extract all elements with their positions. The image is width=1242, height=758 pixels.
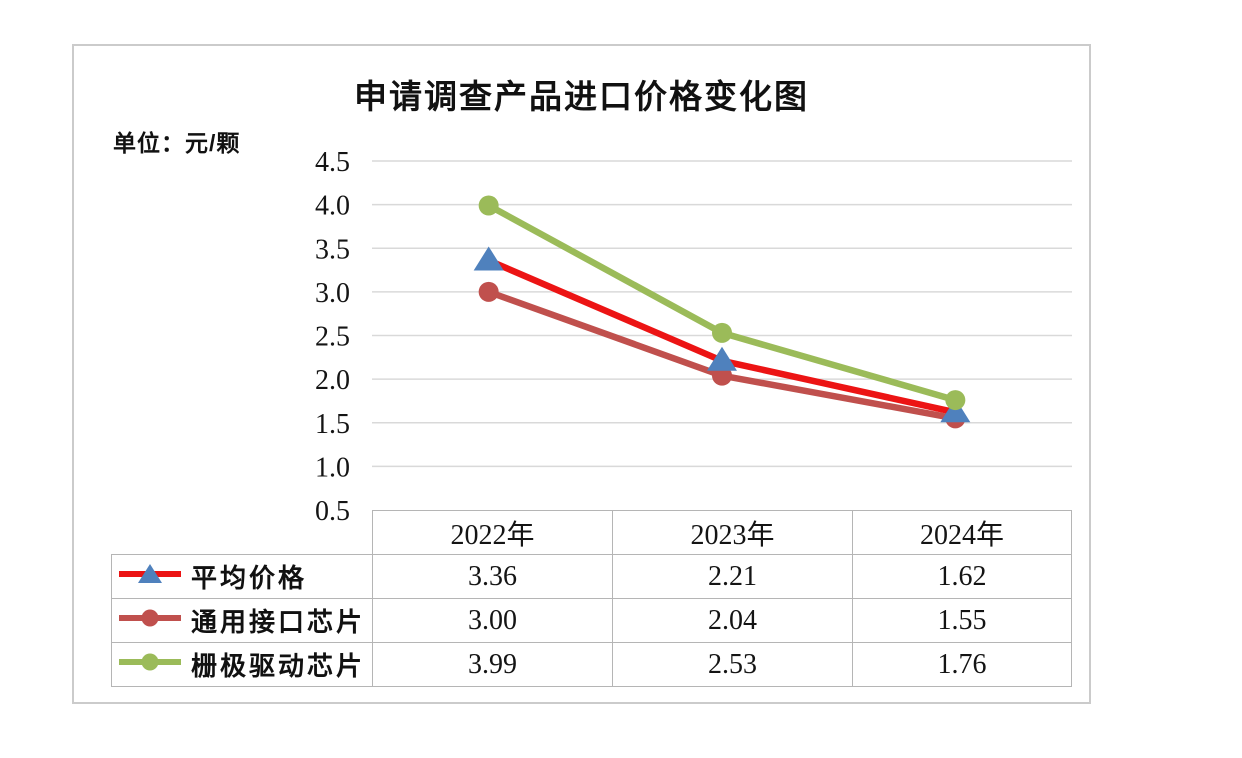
legend-key-glyph [119, 564, 181, 583]
price-change-chart: 申请调查产品进口价格变化图 单位：元/颗 4.5 4.0 3.5 3.0 2.5 2.0 1… [72, 44, 1091, 704]
marker-circle-2 [712, 322, 732, 343]
legend-marker-gate-driver-chip-icon [118, 650, 182, 679]
series-label-average-price: 平均价格 [191, 563, 308, 593]
table-row-gate-driver-chip: 栅极驱动芯片 3.99 2.53 1.76 [111, 642, 1072, 687]
y-axis-tick-label: 1.5 [315, 409, 350, 440]
legend-key-glyph [119, 653, 181, 671]
chart-title: 申请调查产品进口价格变化图 [354, 78, 809, 115]
y-axis-tick-label: 3.5 [315, 234, 350, 265]
table-header-row: 2022年 2023年 2024年 [112, 510, 1072, 555]
y-axis-tick-label: 4.5 [315, 147, 350, 178]
marker-triangle-0 [707, 346, 737, 371]
unit-label: 单位：元/颗 [113, 130, 241, 156]
cell-interface-2024: 1.55 [852, 598, 1072, 643]
plot-area: 4.5 4.0 3.5 3.0 2.5 2.0 1.5 1.0 0.5 [315, 147, 1072, 527]
series-label-gate-driver-chip: 栅极驱动芯片 [191, 651, 366, 681]
table-corner-cell [112, 511, 373, 555]
marker-circle-2 [945, 390, 966, 411]
column-header-2024: 2024年 [852, 510, 1072, 555]
legend-key-glyph [119, 609, 181, 627]
column-header-2022: 2022年 [372, 510, 613, 555]
marker-circle-2 [478, 195, 499, 216]
cell-average-2024: 1.62 [852, 554, 1072, 599]
marker-circle-1 [478, 281, 499, 302]
column-header-2023: 2023年 [612, 510, 853, 555]
y-axis-tick-label: 1.0 [315, 452, 350, 483]
y-axis-tick-label: 2.5 [315, 322, 350, 353]
y-axis-tick-label: 4.0 [315, 191, 350, 222]
cell-gate-2022: 3.99 [372, 642, 613, 687]
table-row-interface-chip: 通用接口芯片 3.00 2.04 1.55 [111, 598, 1072, 643]
cell-gate-2023: 2.53 [612, 642, 853, 687]
y-axis-tick-label: 0.5 [315, 496, 350, 527]
y-axis-tick-label: 3.0 [315, 278, 350, 309]
cell-average-2022: 3.36 [372, 554, 613, 599]
y-axis-tick-label: 2.0 [315, 365, 350, 396]
marker-triangle-0 [473, 246, 504, 271]
series-label-interface-chip: 通用接口芯片 [191, 607, 366, 637]
legend-cell-average-price: 平均价格 [111, 554, 373, 599]
table-row-average-price: 平均价格 3.36 2.21 1.62 [111, 554, 1072, 599]
cell-average-2023: 2.21 [612, 554, 853, 599]
legend-cell-gate-driver-chip: 栅极驱动芯片 [111, 642, 373, 687]
cell-gate-2024: 1.76 [852, 642, 1072, 687]
legend-cell-interface-chip: 通用接口芯片 [111, 598, 373, 643]
legend-marker-interface-chip-icon [118, 606, 182, 635]
data-table: 2022年 2023年 2024年 平均价格 3.36 2.21 1.62 [111, 510, 1072, 687]
legend-marker-average-price-icon [118, 562, 182, 591]
marker-triangle-0 [940, 398, 971, 423]
cell-interface-2022: 3.00 [372, 598, 613, 643]
cell-interface-2023: 2.04 [612, 598, 853, 643]
